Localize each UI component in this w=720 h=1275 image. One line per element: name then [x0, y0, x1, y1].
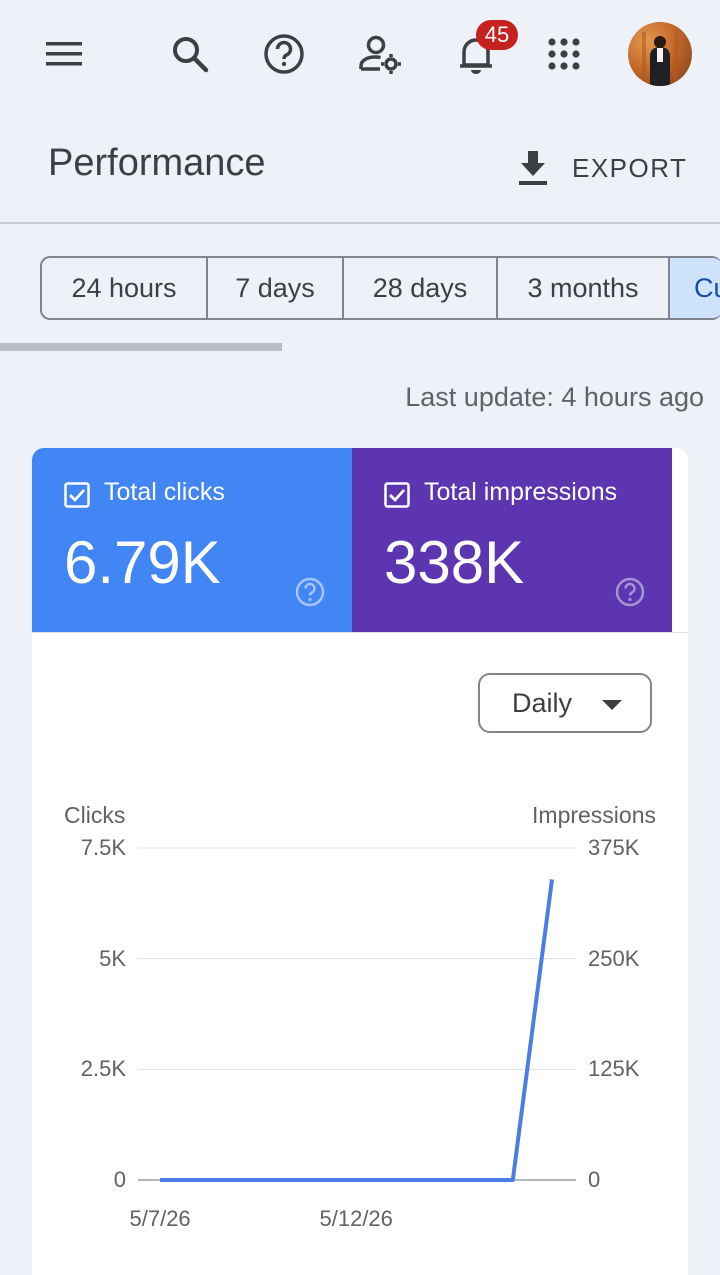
- help-icon[interactable]: [254, 24, 314, 84]
- tab-7-days[interactable]: 7 days: [208, 258, 344, 318]
- dropdown-arrow-icon: [602, 700, 622, 710]
- clicks-series-line: [160, 879, 554, 1182]
- y-left-tick-label: 7.5K: [80, 835, 126, 860]
- last-update: Last update: 4 hours ago: [405, 382, 704, 412]
- x-tick-label: 5/12/26: [319, 1206, 393, 1231]
- y-right-tick-label: 125K: [588, 1056, 640, 1082]
- y-right-tick-label: 250K: [588, 945, 640, 971]
- metric-value: 6.79K: [64, 529, 221, 596]
- divider: [32, 632, 688, 633]
- tab-28-days[interactable]: 28 days: [344, 258, 498, 318]
- metric-value: 338K: [384, 529, 525, 596]
- apps-icon[interactable]: [534, 24, 594, 84]
- performance-chart: Clicks Impressions 7.5K 375K 5K 250K 2.5K 125…: [32, 788, 688, 1248]
- help-icon[interactable]: [294, 576, 326, 608]
- download-icon: [519, 151, 547, 185]
- export-button[interactable]: EXPORT: [516, 146, 687, 190]
- y-left-tick-label: 0: [113, 1167, 126, 1192]
- total-clicks-metric[interactable]: Total clicks 6.79K: [32, 448, 352, 632]
- avatar[interactable]: [628, 22, 692, 86]
- y-right-tick-label: 0: [588, 1167, 601, 1192]
- tab-3-months[interactable]: 3 months: [498, 258, 670, 318]
- checkbox-checked-icon[interactable]: [384, 482, 410, 508]
- notifications-icon[interactable]: 45: [446, 20, 518, 84]
- checkbox-checked-icon[interactable]: [64, 482, 90, 508]
- date-range-tabs: 24 hours 7 days 28 days 3 months Cu: [40, 256, 720, 320]
- menu-icon[interactable]: [34, 24, 94, 84]
- y-right-tick-label: 375K: [588, 835, 640, 860]
- page-header: Performance EXPORT: [0, 110, 720, 224]
- export-label: EXPORT: [572, 152, 688, 183]
- granularity-selected: Daily: [512, 687, 573, 718]
- search-icon[interactable]: [160, 24, 220, 84]
- performance-card: Total clicks 6.79K Total impressions 338…: [32, 448, 688, 1275]
- chart-plot: [138, 847, 576, 1182]
- top-app-bar: 45: [0, 0, 720, 110]
- manage-users-icon[interactable]: [350, 24, 410, 84]
- total-impressions-metric[interactable]: Total impressions 338K: [352, 448, 672, 632]
- y-left-tick-label: 2.5K: [80, 1056, 126, 1082]
- x-tick-label: 5/7/26: [129, 1206, 191, 1231]
- y-left-tick-label: 5K: [99, 945, 126, 971]
- notification-badge: 45: [476, 20, 518, 50]
- tabs-scroll-indicator: [0, 343, 282, 351]
- metric-label: Total impressions: [424, 478, 618, 506]
- granularity-dropdown[interactable]: Daily: [478, 673, 652, 733]
- metric-label: Total clicks: [104, 478, 225, 506]
- tab-custom[interactable]: Cu: [670, 258, 720, 318]
- tab-24-hours[interactable]: 24 hours: [42, 258, 208, 318]
- page-title: Performance: [48, 142, 266, 184]
- y-right-axis-title: Impressions: [532, 802, 656, 828]
- help-icon[interactable]: [614, 576, 646, 608]
- y-left-axis-title: Clicks: [64, 802, 126, 828]
